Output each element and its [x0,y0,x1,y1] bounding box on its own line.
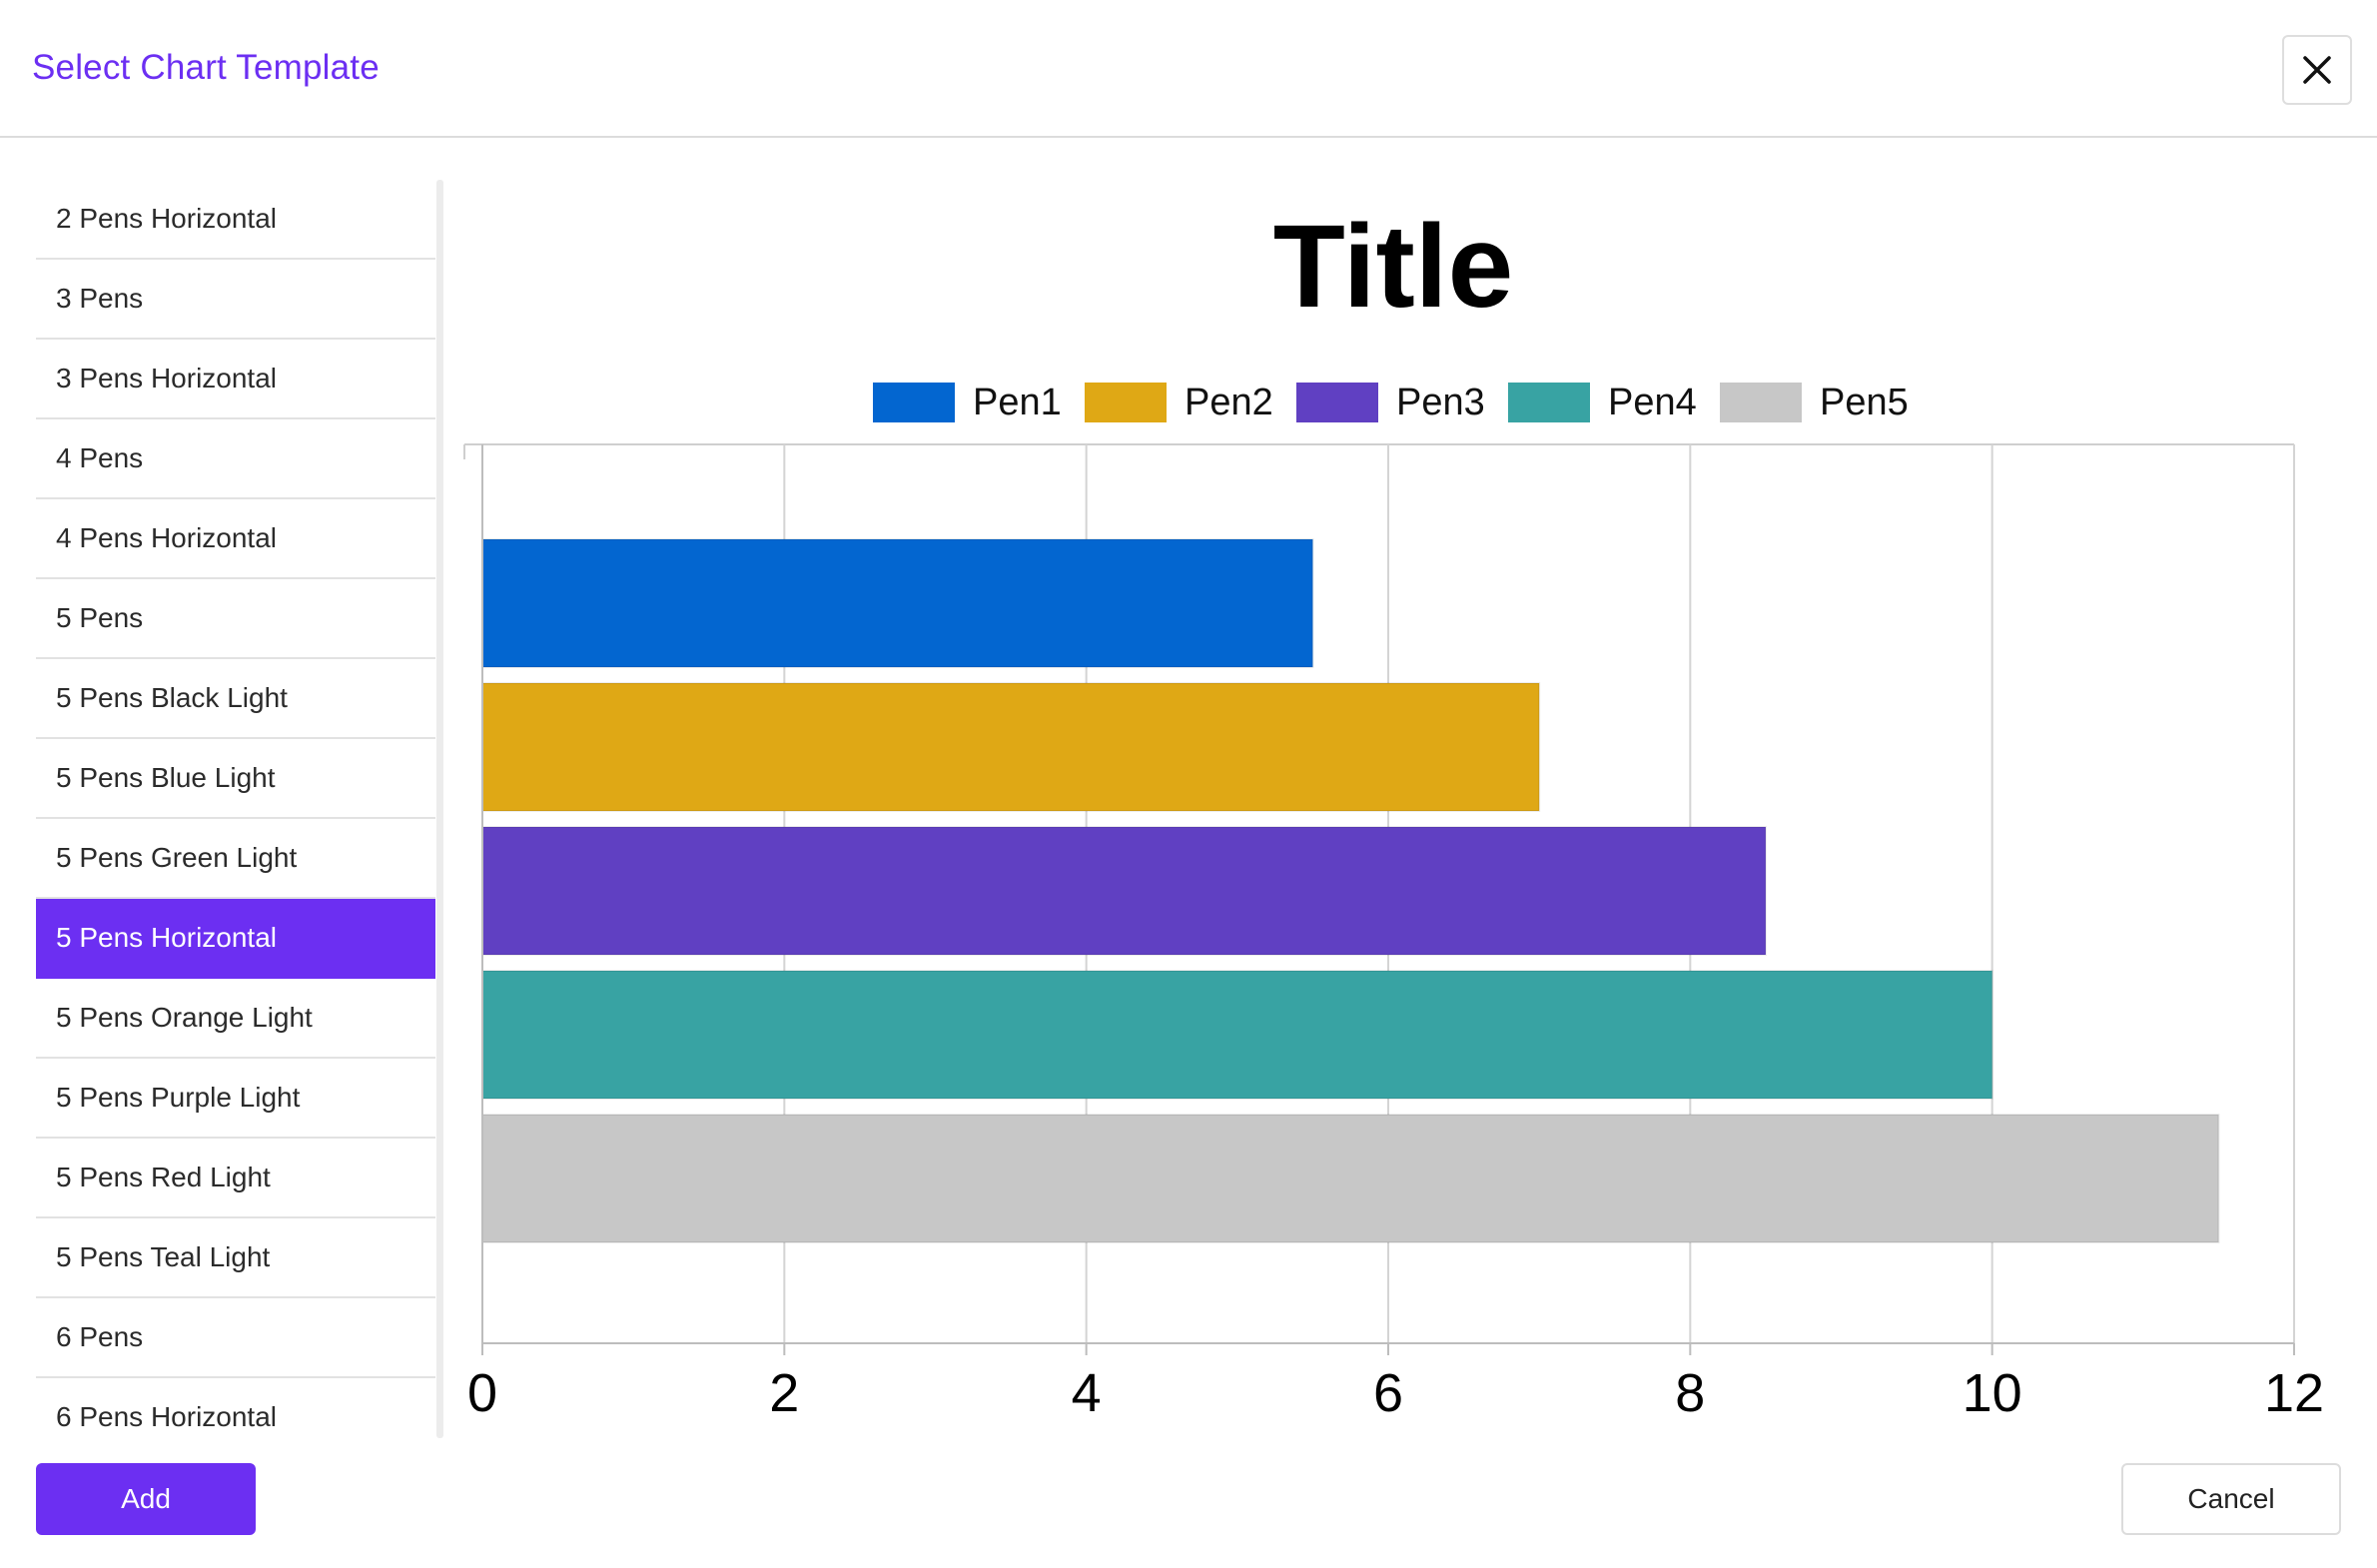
template-item[interactable]: 5 Pens [36,579,435,659]
template-item-label: 6 Pens Horizontal [56,1401,278,1432]
bar [481,538,1314,668]
x-tick-label: 8 [1675,1363,1705,1423]
list-scrollbar[interactable] [436,180,443,1438]
template-item-label: 5 Pens Red Light [56,1162,271,1192]
chart-preview: Title Pen1 Pen2 Pen3 Pen4 Pen5 0 2 4 6 8 10 12 [459,180,2347,1448]
template-item-label: 5 Pens Horizontal [56,922,278,953]
template-item[interactable]: 5 Pens Blue Light [36,739,435,819]
x-tick-label: 0 [467,1363,497,1423]
template-item-label: 3 Pens Horizontal [56,363,278,393]
x-tick-label: 4 [1072,1363,1102,1423]
dialog-title: Select Chart Template [32,48,380,87]
x-tick-label: 2 [769,1363,799,1423]
legend-label: Pen2 [1185,382,1273,423]
template-list: 2 Pens Horizontal 3 Pens 3 Pens Horizontal… [36,180,435,1438]
template-item[interactable]: 5 Pens Purple Light [36,1059,435,1139]
template-item[interactable]: 3 Pens Horizontal [36,340,435,419]
template-item[interactable]: 6 Pens Horizontal [36,1378,435,1438]
legend-label: Pen3 [1396,382,1485,423]
template-item-label: 5 Pens [56,602,144,633]
legend-swatch [873,383,955,422]
template-item-label: 5 Pens Green Light [56,842,298,873]
template-item-label: 4 Pens [56,442,144,473]
close-button[interactable] [2282,35,2352,105]
template-item-label: 5 Pens Blue Light [56,762,276,793]
bar [481,1114,2220,1243]
dialog-header: Select Chart Template [0,0,2377,138]
template-item[interactable]: 5 Pens Green Light [36,819,435,899]
bar [481,970,1993,1100]
template-item-label: 5 Pens Black Light [56,682,288,713]
legend-label: Pen5 [1820,382,1909,423]
close-icon [2303,56,2331,84]
template-item[interactable]: 5 Pens Orange Light [36,979,435,1059]
x-tick-label: 10 [1963,1363,2022,1423]
template-item-label: 5 Pens Orange Light [56,1002,313,1033]
template-item-label: 5 Pens Teal Light [56,1241,271,1272]
legend-swatch [1085,383,1167,422]
chart-svg: Title Pen1 Pen2 Pen3 Pen4 Pen5 0 2 4 6 8 10 12 [463,201,2324,1423]
template-item[interactable]: 6 Pens [36,1298,435,1378]
template-item[interactable]: 3 Pens [36,260,435,340]
legend-swatch [1508,383,1590,422]
template-item-label: 4 Pens Horizontal [56,522,278,553]
template-item-label: 3 Pens [56,283,144,314]
template-item-label: 6 Pens [56,1321,144,1352]
bar [481,682,1541,812]
template-item-label: 2 Pens Horizontal [56,203,278,234]
template-item[interactable]: 5 Pens Red Light [36,1139,435,1218]
bar [481,826,1767,956]
template-item[interactable]: 2 Pens Horizontal [36,180,435,260]
legend-label: Pen4 [1608,382,1697,423]
template-item[interactable]: 5 Pens Teal Light [36,1218,435,1298]
template-item[interactable]: 5 Pens Horizontal [36,899,435,979]
legend-swatch [1296,383,1378,422]
template-item[interactable]: 5 Pens Black Light [36,659,435,739]
template-item-label: 5 Pens Purple Light [56,1082,301,1113]
legend-label: Pen1 [973,382,1062,423]
x-tick-label: 6 [1373,1363,1403,1423]
x-tick-label: 12 [2264,1363,2324,1423]
add-button[interactable]: Add [36,1463,256,1535]
cancel-button[interactable]: Cancel [2121,1463,2341,1535]
template-item[interactable]: 4 Pens [36,419,435,499]
legend-swatch [1720,383,1802,422]
chart-title: Title [1273,201,1513,333]
template-item[interactable]: 4 Pens Horizontal [36,499,435,579]
